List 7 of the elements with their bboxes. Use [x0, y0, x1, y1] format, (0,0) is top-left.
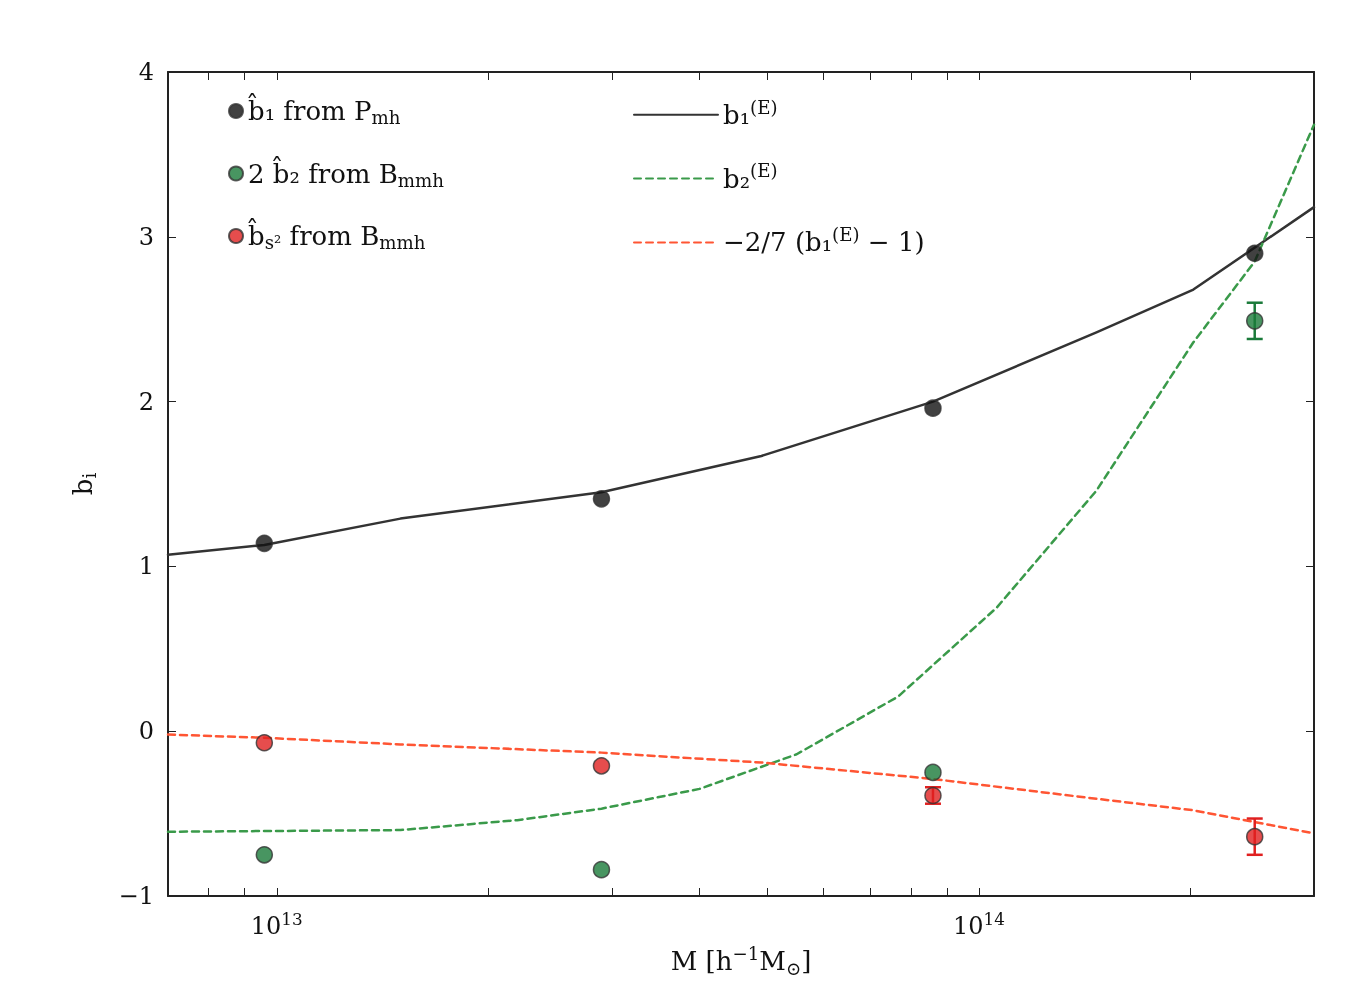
y-tick-label: 4	[138, 58, 154, 86]
y-tick-label: 3	[138, 222, 154, 251]
y-tick-label: 2	[138, 387, 154, 416]
y-tick-label: 0	[138, 717, 154, 746]
y-tick-label: −1	[118, 882, 154, 910]
y-tick-label: 1	[138, 552, 154, 581]
y-axis-title: bi	[67, 472, 100, 496]
